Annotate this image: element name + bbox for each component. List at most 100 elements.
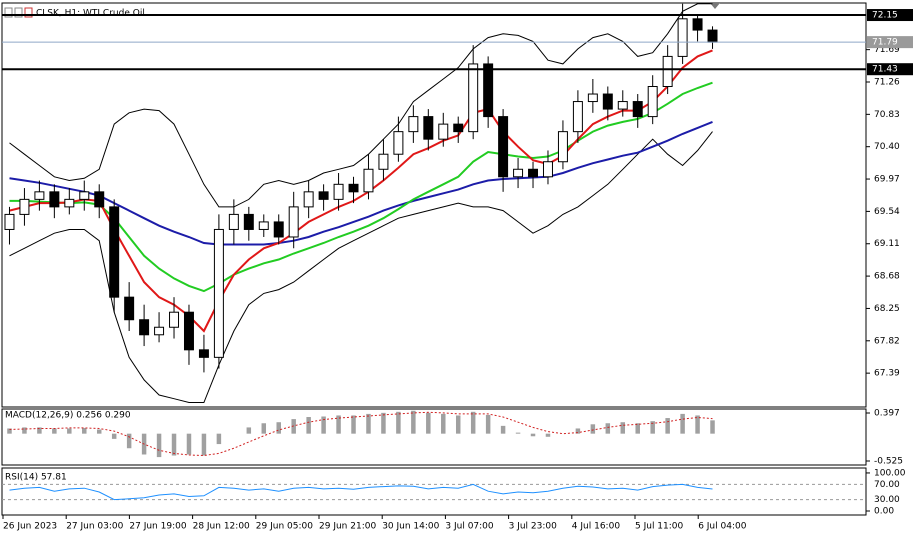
candle-body (213, 228, 224, 358)
y-tick-label: 100.00 (874, 468, 906, 478)
macd-bar (426, 412, 431, 434)
y-tick-label: 69.54 (874, 207, 900, 217)
candle-body (363, 168, 374, 193)
indicator-line (9, 3, 713, 208)
macd-panel (1, 408, 867, 466)
macd-bar (680, 413, 685, 434)
candle-body (139, 319, 150, 336)
macd-bar (665, 418, 670, 434)
macd-bar (411, 410, 416, 434)
chart-title: CLSK, H1: WTI Crude Oil (36, 9, 145, 19)
candle-body (94, 191, 105, 208)
candle-body (393, 131, 404, 155)
macd-bar (381, 412, 386, 434)
candle-body (617, 101, 628, 110)
macd-bar (366, 413, 371, 434)
candle-body (647, 86, 658, 118)
x-tick-label: 3 Jul 07:00 (445, 522, 494, 532)
macd-bar (201, 433, 207, 456)
candle-body (468, 63, 479, 133)
y-tick-label: 67.82 (874, 336, 900, 346)
candle-body (4, 213, 15, 230)
macd-bar (126, 433, 132, 449)
indicator-line (9, 131, 713, 403)
candle-body (453, 123, 464, 133)
candle-body (34, 191, 45, 200)
x-tick-label: 5 Jul 11:00 (635, 522, 684, 532)
macd-bar (590, 424, 596, 434)
level-label: 72.15 (872, 11, 898, 21)
candle-body (692, 18, 703, 31)
current-price-label: 71.79 (872, 38, 898, 48)
macd-bar (710, 420, 715, 434)
y-tick-label: 0.00 (874, 507, 894, 517)
macd-title: MACD(12,26,9) 0.256 0.290 (5, 411, 131, 421)
rsi-level-label: 70.00 (874, 480, 900, 490)
rsi-level-label: 30.00 (874, 495, 900, 505)
macd-bar (261, 423, 267, 434)
candle-body (198, 349, 209, 358)
macd-bar (635, 423, 640, 434)
macd-bar (82, 427, 87, 434)
y-tick-label: 69.97 (874, 175, 900, 185)
macd-bar (605, 423, 611, 434)
candle-body (408, 116, 419, 133)
y-tick-label: 68.25 (874, 304, 900, 314)
x-tick-label: 26 Jun 2023 (3, 522, 57, 532)
macd-bar (620, 422, 626, 434)
candle-body (79, 191, 90, 200)
candle-body (542, 161, 553, 178)
scroll-marker (710, 3, 720, 9)
candle-body (602, 93, 613, 110)
candle-body (303, 191, 314, 208)
candle-body (677, 18, 688, 57)
macd-bar (650, 421, 655, 434)
candle-body (109, 206, 120, 298)
level-label-box (867, 63, 913, 76)
y-tick-label: 70.40 (874, 142, 900, 152)
candle-body (498, 116, 509, 178)
main-panel (1, 2, 867, 408)
x-tick-label: 29 Jun 21:00 (319, 522, 376, 532)
indicator-line (9, 49, 713, 333)
candle-body (19, 198, 30, 215)
y-tick-label: 68.68 (874, 272, 900, 282)
candle-body (258, 221, 269, 230)
x-tick-label: 29 Jun 05:00 (256, 522, 313, 532)
rsi-title: RSI(14) 57.81 (5, 473, 67, 483)
macd-bar (67, 428, 72, 434)
y-tick-label: 70.83 (874, 110, 900, 120)
current-price-box (867, 36, 913, 49)
macd-bar (575, 428, 581, 434)
rsi-panel (1, 467, 867, 516)
candle-body (423, 116, 434, 140)
macd-bar (171, 433, 177, 456)
indicator-line (9, 120, 713, 246)
candle-body (707, 29, 718, 43)
candle-body (333, 183, 344, 200)
y-tick-label: 71.26 (874, 77, 900, 87)
x-tick-label: 27 Jun 03:00 (66, 522, 123, 532)
level-label-box (867, 9, 913, 22)
candle-body (64, 198, 75, 208)
x-tick-label: 30 Jun 14:00 (382, 522, 439, 532)
x-tick-label: 28 Jun 12:00 (193, 522, 250, 532)
macd-bar (52, 428, 57, 434)
macd-bar (321, 416, 326, 434)
candle-body (288, 206, 299, 238)
y-tick-label: -0.525 (874, 456, 903, 466)
candle-body (154, 326, 165, 336)
macd-bar (246, 427, 252, 434)
candle-body (572, 101, 583, 133)
candle-body (632, 101, 643, 118)
x-tick-label: 6 Jul 04:00 (698, 522, 747, 532)
macd-bar (695, 415, 700, 434)
macd-bar (500, 425, 506, 434)
y-tick-label: 69.11 (874, 239, 900, 249)
rsi-line (9, 483, 713, 501)
macd-bar (156, 433, 162, 458)
candle-body (228, 213, 239, 230)
candle-body (124, 296, 135, 321)
